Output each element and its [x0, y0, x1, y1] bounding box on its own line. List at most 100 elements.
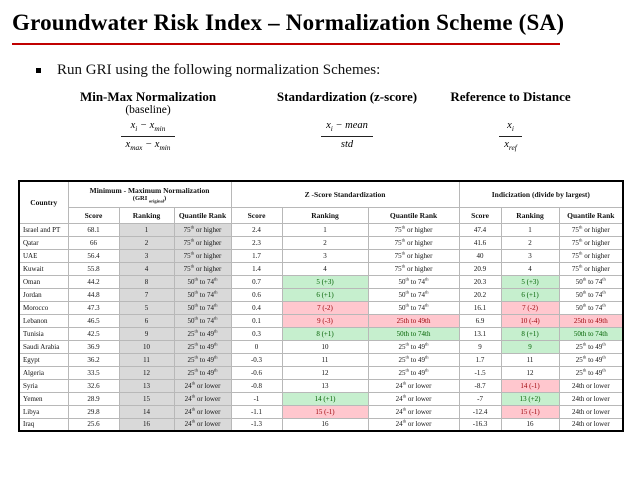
column-header-z-ranking: Ranking: [281, 206, 369, 224]
cell-ind-quantile: 25th to 49th: [558, 313, 624, 328]
cell-country: Syria: [18, 378, 69, 393]
table-row: Kuwait 55.8 4 75th or higher 1.4 4 75th or hig…: [18, 261, 624, 276]
cell-mm-ranking: 6: [118, 313, 175, 328]
group-header-minmax-note: (GRI original): [132, 194, 167, 203]
scheme-zscore-title: Standardization (z-score): [276, 89, 418, 104]
cell-z-quantile: 24th or lower: [367, 391, 460, 406]
cell-ind-score: -12.4: [458, 404, 502, 419]
cell-z-ranking: 10: [281, 339, 369, 354]
cell-mm-quantile: 25th to 49th: [173, 326, 232, 341]
group-header-zscore: Z -Score Standardization: [230, 180, 460, 208]
title-underline: [12, 43, 560, 45]
cell-z-quantile: 50th to 74th: [367, 300, 460, 315]
cell-ind-score: 20.2: [458, 287, 502, 302]
cell-z-quantile: 50th to 74th: [367, 287, 460, 302]
cell-mm-quantile: 24th or lower: [173, 417, 232, 432]
cell-z-score: -0.3: [230, 352, 283, 367]
cell-ind-quantile: 25th to 49th: [558, 352, 624, 367]
bullet-text: Run GRI using the following normalizatio…: [57, 62, 381, 78]
cell-mm-score: 68.1: [67, 222, 120, 237]
column-header-z-quantile: Quantile Rank: [367, 206, 460, 224]
cell-mm-ranking: 14: [118, 404, 175, 419]
cell-mm-score: 46.5: [67, 313, 120, 328]
cell-country: Egypt: [18, 352, 69, 367]
table-row: Saudi Arabia 36.9 10 25th to 49th 0 10 25th to…: [18, 339, 624, 354]
cell-mm-quantile: 50th to 74th: [173, 274, 232, 289]
column-header-ind-ranking: Ranking: [500, 206, 560, 224]
cell-mm-score: 25.6: [67, 417, 120, 432]
cell-ind-score: 1.7: [458, 352, 502, 367]
group-header-indicization: Indicization (divide by largest): [458, 180, 624, 208]
cell-mm-score: 55.8: [67, 261, 120, 276]
table-row: Iraq 25.6 16 24th or lower -1.3 16 24th or low…: [18, 417, 624, 432]
cell-ind-score: 16.1: [458, 300, 502, 315]
scheme-minmax: Min-Max Normalization (baseline) xi − xm…: [48, 90, 248, 154]
cell-z-quantile: 75th or higher: [367, 222, 460, 237]
cell-ind-quantile: 25th to 49th: [558, 365, 624, 380]
cell-ind-quantile: 75th or higher: [558, 248, 624, 263]
cell-z-score: -1.1: [230, 404, 283, 419]
cell-ind-ranking: 11: [500, 352, 560, 367]
cell-mm-ranking: 12: [118, 365, 175, 380]
cell-ind-ranking: 12: [500, 365, 560, 380]
cell-ind-ranking: 16: [500, 417, 560, 432]
cell-ind-ranking: 13 (+2): [500, 391, 560, 406]
cell-mm-ranking: 3: [118, 248, 175, 263]
table-row: Libya 29.8 14 24th or lower -1.1 15 (-1) 24th …: [18, 404, 624, 419]
cell-mm-score: 32.6: [67, 378, 120, 393]
cell-ind-quantile: 50th to 74th: [558, 326, 624, 341]
cell-z-score: -1: [230, 391, 283, 406]
cell-z-ranking: 8 (+1): [281, 326, 369, 341]
cell-mm-quantile: 24th or lower: [173, 404, 232, 419]
cell-country: UAE: [18, 248, 69, 263]
cell-mm-ranking: 13: [118, 378, 175, 393]
cell-mm-quantile: 50th to 74th: [173, 300, 232, 315]
cell-mm-quantile: 75th or higher: [173, 248, 232, 263]
scheme-minmax-formula: xi − xmin xmax − xmin: [120, 119, 176, 154]
cell-z-ranking: 6 (+1): [281, 287, 369, 302]
cell-ind-quantile: 24th or lower: [558, 391, 624, 406]
cell-z-score: 2.4: [230, 222, 283, 237]
table-row: Egypt 36.2 11 25th to 49th -0.3 11 25th to 49t…: [18, 352, 624, 367]
table-row: Morocco 47.3 5 50th to 74th 0.4 7 (-2) 50th to…: [18, 300, 624, 315]
column-header-z-score: Score: [230, 206, 283, 224]
cell-ind-ranking: 7 (-2): [500, 300, 560, 315]
group-header-minmax: Minimum - Maximum Normalization (GRI ori…: [67, 180, 232, 208]
column-header-ind-quantile: Quantile Rank: [558, 206, 624, 224]
table-row: Syria 32.6 13 24th or lower -0.8 13 24th or lo…: [18, 378, 624, 393]
cell-mm-quantile: 50th to 74th: [173, 287, 232, 302]
cell-country: Qatar: [18, 235, 69, 250]
table-row: Israel and PT 68.1 1 75th or higher 2.4 1 75th…: [18, 222, 624, 237]
cell-ind-score: -7: [458, 391, 502, 406]
cell-mm-ranking: 8: [118, 274, 175, 289]
countries-comparison-table: Country Minimum - Maximum Normalization …: [18, 180, 625, 432]
cell-z-quantile: 50th to 74th: [367, 274, 460, 289]
cell-ind-ranking: 4: [500, 261, 560, 276]
scheme-reference-subtitle: [428, 104, 593, 117]
cell-mm-score: 29.8: [67, 404, 120, 419]
cell-country: Iraq: [18, 417, 69, 432]
column-header-mm-quantile: Quantile Rank: [173, 206, 232, 224]
cell-country: Jordan: [18, 287, 69, 302]
cell-ind-score: 41.6: [458, 235, 502, 250]
cell-z-quantile: 75th or higher: [367, 261, 460, 276]
cell-mm-score: 47.3: [67, 300, 120, 315]
cell-z-score: -0.8: [230, 378, 283, 393]
scheme-zscore-subtitle: [252, 104, 442, 117]
cell-z-ranking: 5 (+3): [281, 274, 369, 289]
cell-country: Morocco: [18, 300, 69, 315]
cell-z-ranking: 13: [281, 378, 369, 393]
cell-mm-quantile: 25th to 49th: [173, 352, 232, 367]
cell-ind-ranking: 3: [500, 248, 560, 263]
cell-ind-score: 6.9: [458, 313, 502, 328]
cell-z-score: 0: [230, 339, 283, 354]
cell-ind-score: -16.3: [458, 417, 502, 432]
cell-z-ranking: 3: [281, 248, 369, 263]
cell-z-ranking: 2: [281, 235, 369, 250]
scheme-reference-title: Reference to Distance: [450, 89, 571, 104]
cell-mm-score: 33.5: [67, 365, 120, 380]
cell-z-ranking: 9 (-3): [281, 313, 369, 328]
bullet-square-icon: [36, 68, 41, 73]
cell-mm-quantile: 75th or higher: [173, 261, 232, 276]
